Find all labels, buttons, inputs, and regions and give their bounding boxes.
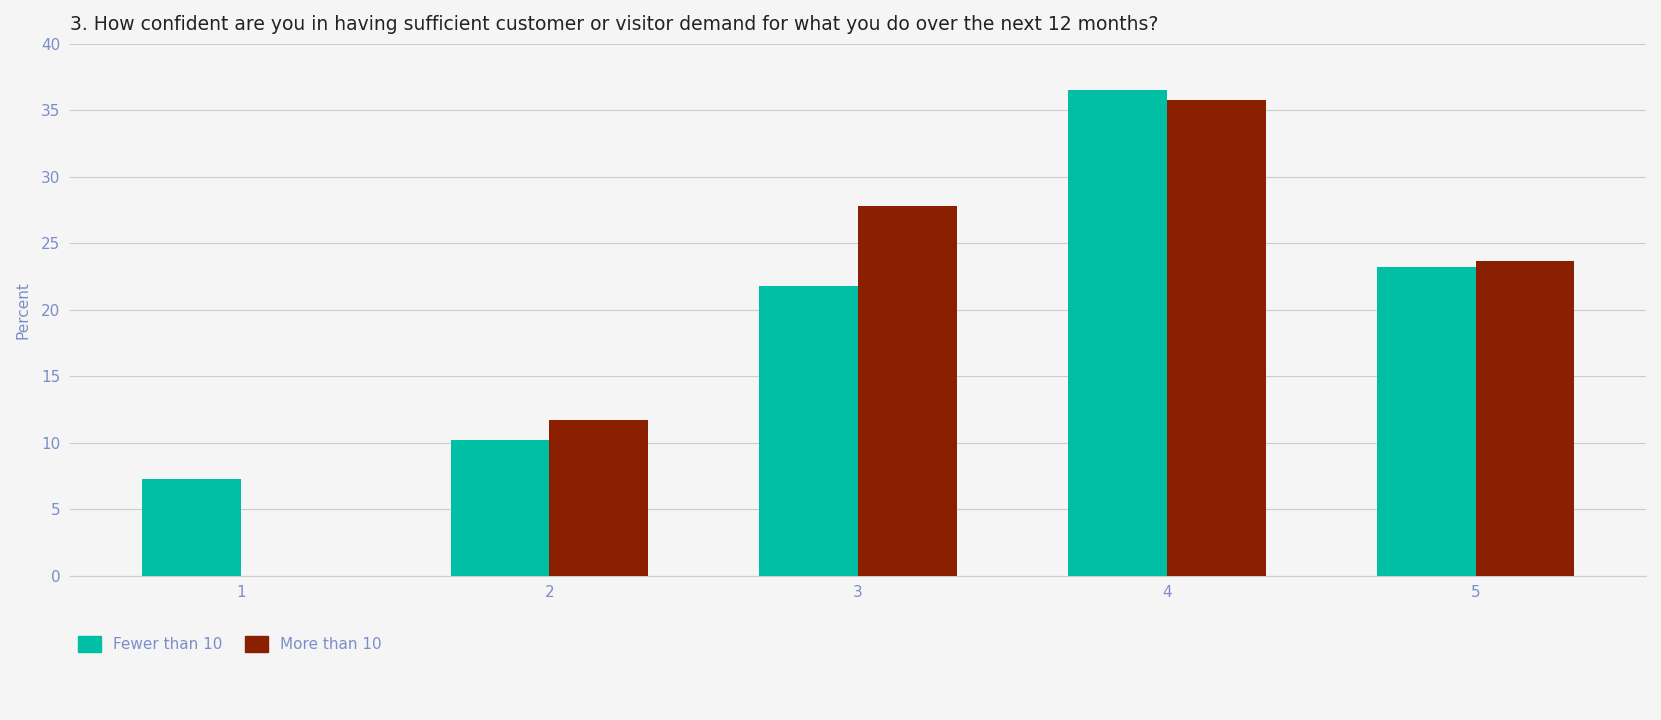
Bar — [1166, 99, 1266, 575]
Bar — [1068, 91, 1166, 575]
Y-axis label: Percent: Percent — [15, 281, 30, 338]
Bar — [759, 286, 859, 575]
Bar — [1377, 267, 1475, 575]
Bar — [141, 479, 241, 575]
Bar — [450, 440, 550, 575]
Text: 3. How confident are you in having sufficient customer or visitor demand for wha: 3. How confident are you in having suffi… — [70, 15, 1159, 34]
Bar — [859, 206, 957, 575]
Bar — [1475, 261, 1575, 575]
Legend: Fewer than 10, More than 10: Fewer than 10, More than 10 — [78, 636, 382, 652]
Bar — [550, 420, 648, 575]
